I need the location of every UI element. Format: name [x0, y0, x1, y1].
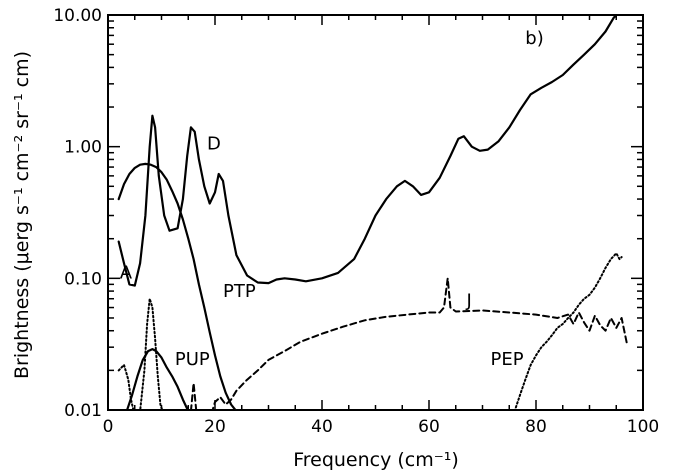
series-pep-line [513, 252, 623, 410]
x-axis-ticks: 0 20 40 60 80 100 [103, 15, 659, 437]
x-tick-label: 20 [204, 417, 226, 437]
y-axis-title: Brightness (μerg s⁻¹ cm⁻² sr⁻¹ cm) [11, 51, 33, 379]
x-tick-label: 0 [103, 417, 114, 437]
annotation-j: J [465, 291, 471, 312]
annotation-d: D [207, 134, 221, 155]
y-axis-ticks: 0.01 0.10 1.00 10.00 [53, 6, 643, 421]
plot-content [117, 15, 628, 410]
y-tick-label: 10.00 [53, 6, 102, 26]
annotation-a: A [120, 262, 133, 283]
y-tick-label: 0.10 [64, 269, 102, 289]
annotation-pep: PEP [491, 349, 524, 370]
x-tick-label: 100 [627, 417, 659, 437]
y-tick-label: 0.01 [64, 401, 102, 421]
x-tick-label: 40 [311, 417, 333, 437]
annotation-b: b) [525, 28, 543, 49]
series-d-line [117, 15, 618, 287]
y-tick-label: 1.00 [64, 138, 102, 158]
series-a-line [117, 297, 164, 410]
annotation-pup: PUP [175, 349, 210, 370]
annotation-ptp: PTP [223, 281, 256, 302]
x-tick-label: 60 [418, 417, 440, 437]
x-tick-label: 80 [525, 417, 547, 437]
series-j-line [190, 277, 628, 410]
series-ptp-line [117, 162, 237, 410]
x-axis-title: Frequency (cm⁻¹) [293, 449, 459, 471]
